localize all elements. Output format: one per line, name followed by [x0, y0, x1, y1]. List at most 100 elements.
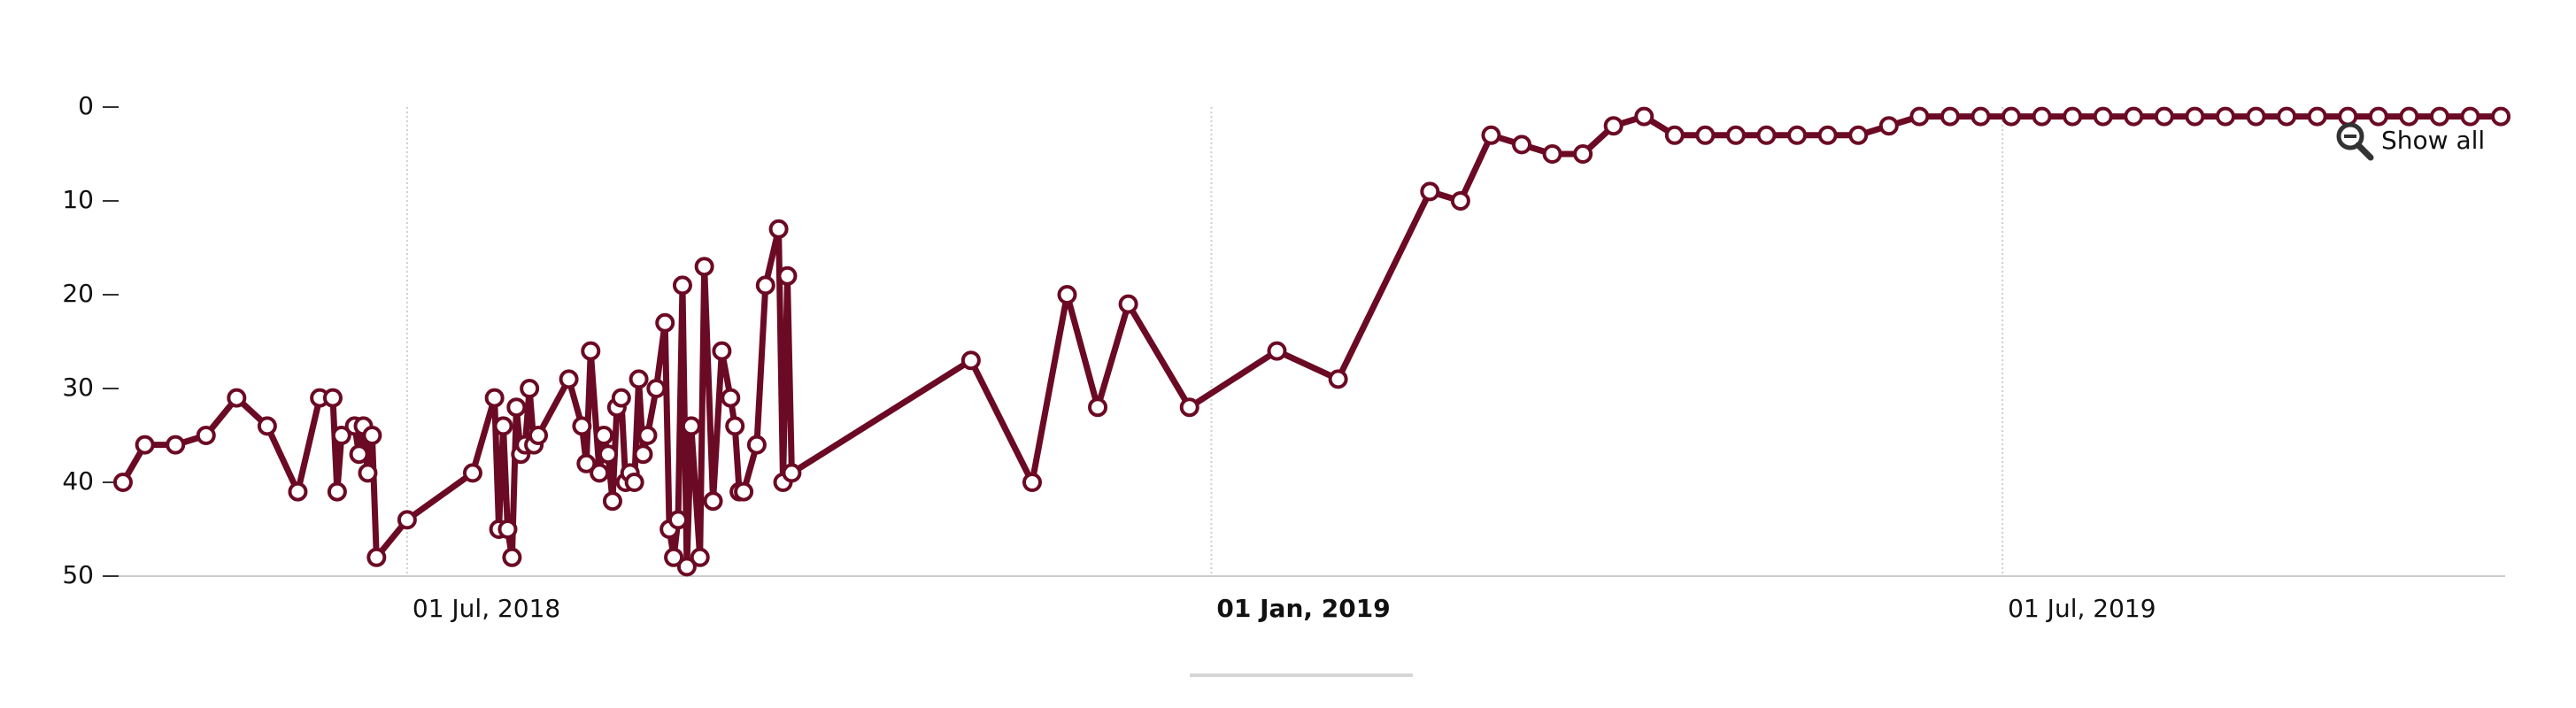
data-point — [581, 341, 601, 361]
reset-zoom-button[interactable]: Show all — [2336, 122, 2485, 161]
x-tick-label: 01 Jul, 2018 — [413, 594, 560, 623]
data-point — [2154, 106, 2174, 127]
data-point — [768, 219, 789, 239]
data-point — [734, 481, 754, 502]
data-point — [528, 426, 549, 445]
data-point — [602, 491, 622, 512]
data-point — [227, 388, 247, 408]
data-point — [1756, 125, 1777, 145]
data-point — [366, 547, 387, 567]
data-point — [1450, 191, 1470, 211]
data-point — [1512, 135, 1532, 155]
data-point — [520, 379, 540, 398]
data-point — [681, 416, 701, 436]
data-point — [611, 388, 631, 408]
y-tick-label: 50 — [62, 560, 94, 589]
data-point — [2124, 106, 2144, 127]
data-point — [1481, 125, 1501, 145]
data-point — [2032, 106, 2052, 127]
data-point — [2460, 106, 2480, 127]
data-point — [703, 491, 723, 512]
data-point — [2001, 106, 2022, 127]
data-point — [590, 463, 610, 483]
data-point — [646, 379, 667, 398]
data-point — [1878, 116, 1899, 136]
data-point — [2399, 106, 2419, 127]
y-tick-label: 10 — [62, 185, 94, 214]
data-point — [725, 416, 745, 436]
data-point — [2307, 106, 2327, 127]
data-point — [1267, 341, 1287, 361]
data-point — [672, 275, 692, 296]
data-point — [1573, 144, 1593, 164]
data-point — [624, 473, 644, 492]
data-point — [668, 510, 689, 530]
data-point — [712, 341, 732, 361]
data-point — [960, 350, 981, 371]
data-point — [358, 463, 378, 483]
data-point — [322, 388, 343, 408]
data-point — [135, 435, 155, 455]
data-point — [112, 473, 133, 492]
data-point — [694, 257, 714, 277]
data-point — [2063, 106, 2083, 127]
data-point — [257, 416, 277, 436]
data-point — [1179, 397, 1199, 418]
data-point — [493, 416, 513, 436]
data-point — [502, 547, 522, 567]
data-point — [362, 426, 382, 445]
x-tick-label: 01 Jul, 2019 — [2008, 594, 2156, 623]
data-point — [746, 435, 767, 455]
data-point — [1817, 125, 1838, 145]
data-point — [1725, 125, 1746, 145]
data-point — [1542, 144, 1562, 164]
data-point — [1664, 125, 1685, 145]
data-point — [2368, 106, 2388, 127]
reset-zoom-label[interactable]: Show all — [2381, 126, 2485, 155]
data-point — [637, 426, 658, 445]
data-point — [576, 453, 597, 473]
data-point — [777, 266, 798, 286]
y-tick-label: 40 — [62, 466, 94, 496]
data-point — [2215, 106, 2235, 127]
data-point — [1328, 369, 1348, 389]
zoom-icon-handle[interactable] — [2355, 142, 2374, 161]
x-tick-label: 01 Jan, 2019 — [1216, 594, 1390, 623]
data-point — [2277, 106, 2297, 127]
data-point — [1971, 106, 1991, 127]
data-point — [2246, 106, 2266, 127]
data-point — [676, 557, 697, 577]
data-point — [497, 519, 518, 539]
data-point — [572, 416, 592, 436]
data-point — [755, 275, 775, 296]
data-point — [1420, 181, 1440, 202]
data-point — [506, 397, 527, 418]
data-point — [1940, 106, 1960, 127]
data-point — [1603, 116, 1623, 136]
data-point — [2491, 106, 2511, 127]
data-point — [598, 444, 619, 465]
data-point — [462, 463, 482, 483]
zoom-icon[interactable] — [2336, 122, 2364, 150]
data-point — [2093, 106, 2113, 127]
data-point — [1057, 285, 1077, 304]
data-point — [782, 463, 802, 483]
data-point — [633, 444, 653, 465]
data-point — [1118, 294, 1138, 314]
data-point — [349, 444, 369, 465]
data-point — [166, 435, 186, 455]
data-point — [288, 481, 308, 502]
data-point — [629, 369, 649, 389]
data-point — [559, 369, 579, 389]
data-point — [1022, 473, 1042, 492]
data-line — [120, 113, 2502, 570]
data-point — [1848, 125, 1869, 145]
data-point — [196, 426, 216, 445]
data-point — [2338, 106, 2358, 127]
data-point — [664, 547, 684, 567]
data-point — [655, 312, 675, 333]
y-tick-label: 30 — [62, 373, 94, 402]
data-point — [594, 426, 614, 445]
